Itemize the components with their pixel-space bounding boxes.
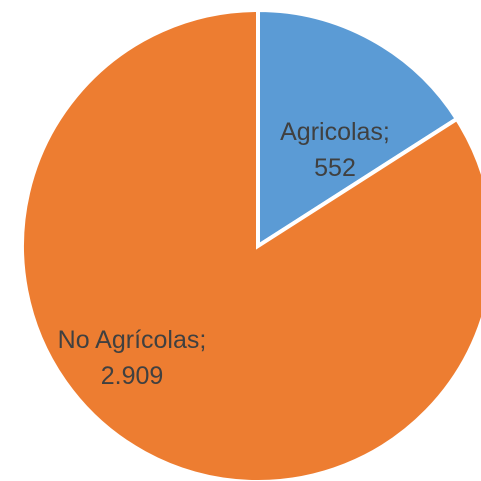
pie-slice-agricolas [256,7,460,250]
data-label-agricolas: Agricolas; 552 [280,118,390,182]
data-label-category: Agricolas; [280,118,390,146]
data-label-category: No Agrícolas; [58,326,207,354]
pie-slice-no-agricolas [20,7,481,481]
data-label-value: 2.909 [101,362,164,390]
data-label-no-agricolas: No Agrícolas; 2.909 [58,326,207,390]
data-label-value: 552 [314,154,356,182]
